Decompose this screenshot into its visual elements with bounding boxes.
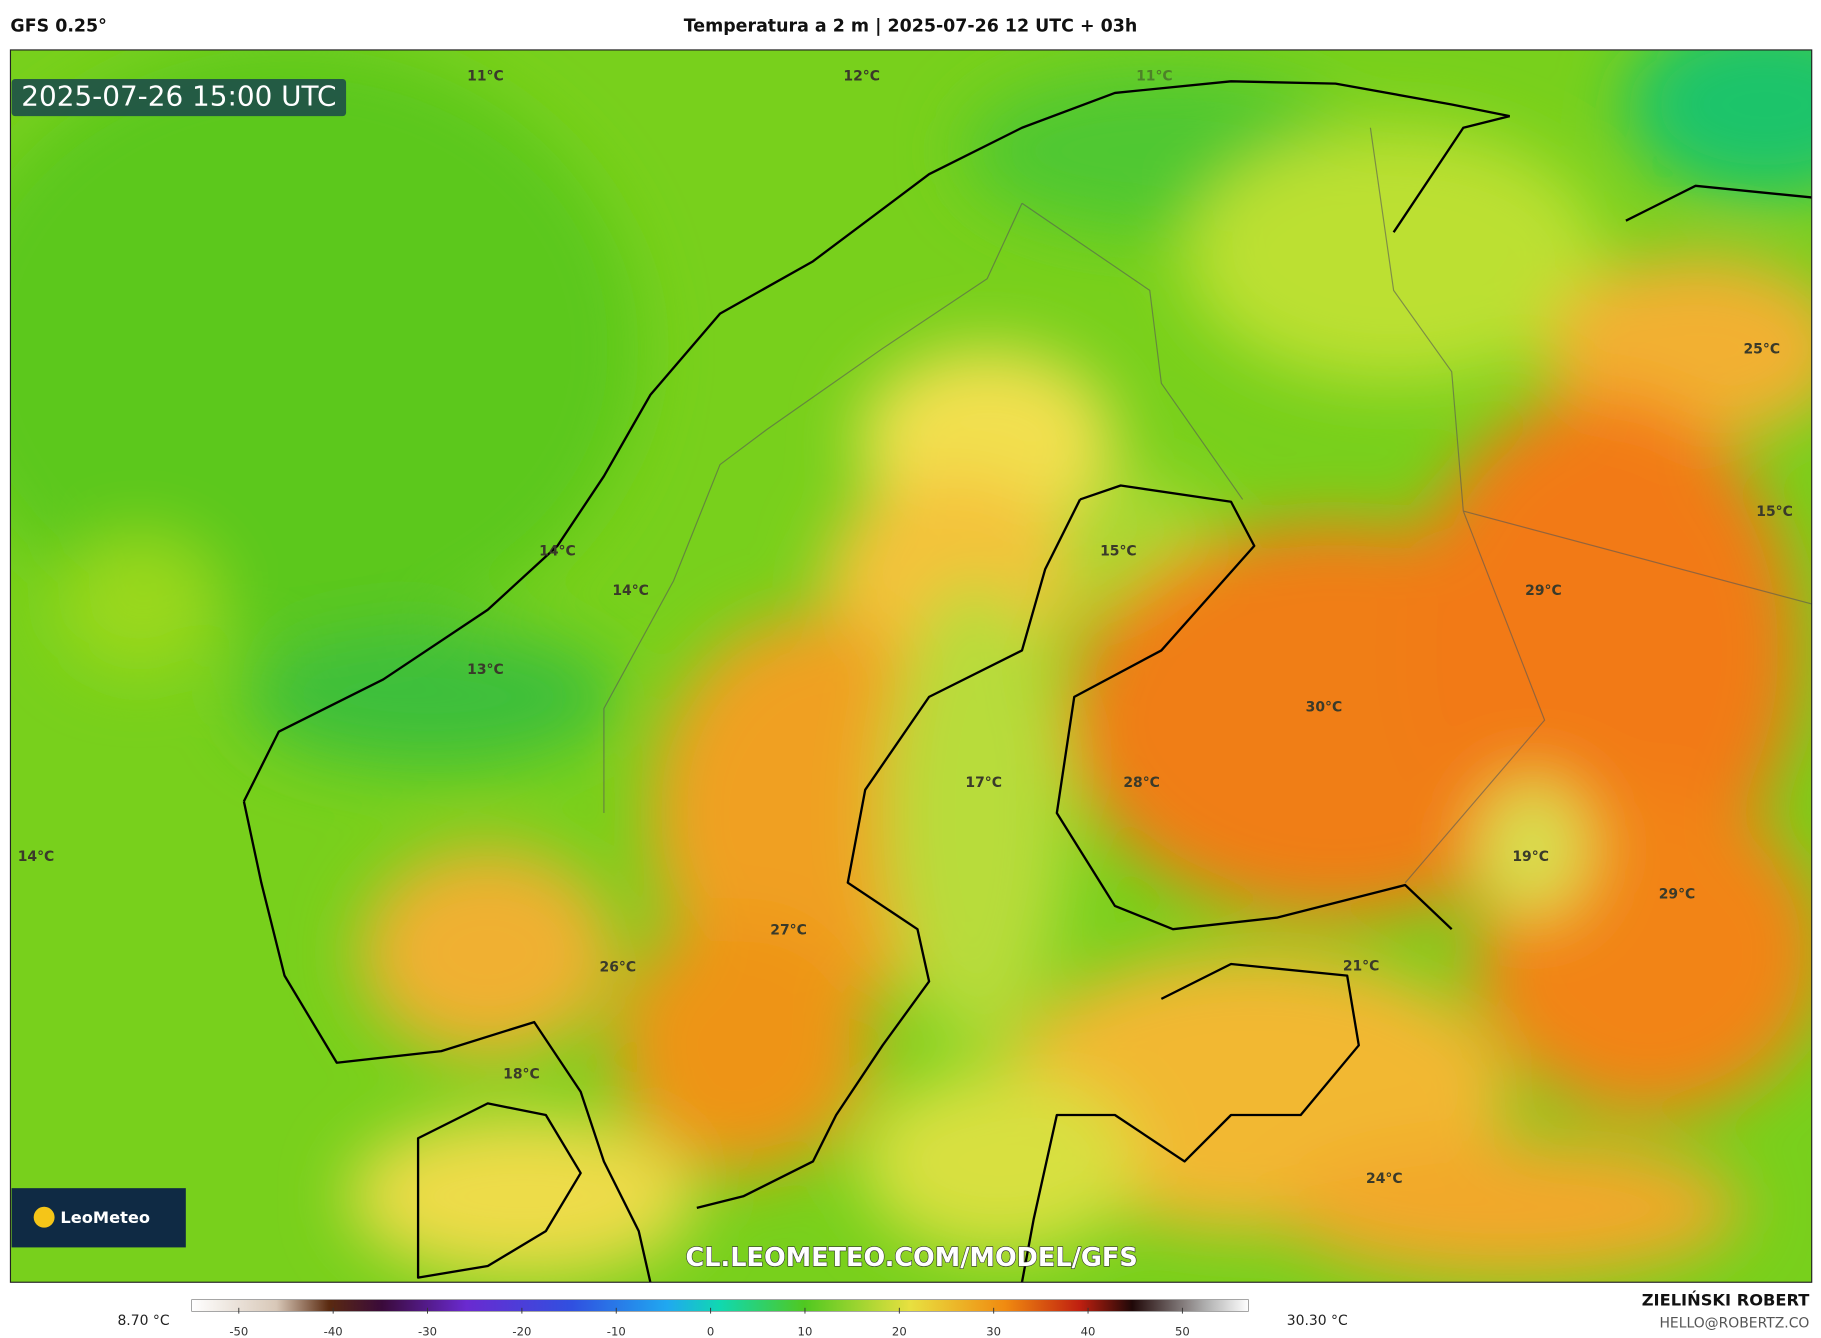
temperature-label: 30°C (1306, 699, 1343, 715)
colorbar-tick-label: 0 (707, 1325, 714, 1338)
coastline (1055, 484, 1453, 931)
coastline (1020, 962, 1360, 1283)
colorbar-tick-label: -10 (607, 1325, 626, 1338)
temperature-label: 27°C (770, 922, 807, 938)
coastline (1392, 115, 1812, 233)
temperature-label: 15°C (1756, 504, 1793, 520)
watermark: CL.LEOMETEO.COM/MODEL/GFS (686, 1243, 1138, 1273)
temperature-label: 14°C (539, 544, 576, 560)
map-frame (9, 49, 1813, 1283)
temperature-label: 28°C (1123, 775, 1160, 791)
temperature-label: 15°C (1100, 544, 1137, 560)
time-box (11, 78, 347, 117)
temperature-label: 11°C (467, 69, 504, 85)
map-title: Temperatura a 2 m | 2025-07-26 12 UTC + … (684, 16, 1138, 36)
border (603, 127, 1812, 884)
colorbar-max: 30.30 °C (1287, 1313, 1348, 1329)
coastline (416, 1102, 582, 1279)
temperature-label: 21°C (1343, 958, 1380, 974)
email[interactable]: HELLO@ROBERTZ.CO (1659, 1316, 1809, 1332)
temperature-label: 18°C (503, 1066, 540, 1082)
author: ZIELIŃSKI ROBERT (1642, 1290, 1810, 1309)
temperature-label: 19°C (1512, 849, 1549, 865)
temperature-label: 14°C (612, 583, 649, 599)
temperature-label: 24°C (1366, 1171, 1403, 1187)
colorbar (191, 1299, 1249, 1312)
temperature-label: 25°C (1743, 342, 1780, 358)
temperature-label: 26°C (600, 959, 637, 975)
colorbar-min: 8.70 °C (117, 1313, 169, 1329)
temperature-field (10, 49, 1812, 1278)
temperature-label: 12°C (843, 69, 880, 85)
colorbar-ticks: -50 -40 -30 -20 -10 0 10 20 30 40 50 (229, 1307, 1190, 1338)
coastline (242, 801, 652, 1283)
coastline (242, 80, 1510, 802)
colorbar-tick-label: -20 (512, 1325, 531, 1338)
logo-text: LeoMeteo (60, 1208, 150, 1227)
map (10, 49, 1812, 1283)
temperature-label: 29°C (1525, 583, 1562, 599)
colorbar-tick-label: 20 (892, 1325, 907, 1338)
model-name: GFS 0.25° (10, 16, 106, 36)
temperature-label: 29°C (1659, 886, 1696, 902)
colorbar-tick-label: 40 (1081, 1325, 1096, 1338)
colorbar-tick-label: -30 (418, 1325, 437, 1338)
map-labels: 11°C 12°C 11°C 25°C 15°C 15°C 14°C 14°C 29°C 13°C… (18, 69, 1793, 1187)
temperature-label: 13°C (467, 662, 504, 678)
colorbar-tick-label: -50 (229, 1325, 248, 1338)
colorbar-tick-label: 30 (986, 1325, 1001, 1338)
temperature-label: 17°C (965, 775, 1002, 791)
temperature-label: 11°C (1136, 69, 1173, 85)
colorbar-tick-label: -40 (324, 1325, 343, 1338)
valid-time: 2025-07-26 15:00 UTC (21, 80, 336, 113)
coastline (696, 498, 1082, 1210)
temperature-label: 14°C (18, 849, 55, 865)
colorbar-tick-label: 10 (798, 1325, 813, 1338)
logo-sun (33, 1206, 55, 1228)
colorbar-tick-label: 50 (1175, 1325, 1190, 1338)
